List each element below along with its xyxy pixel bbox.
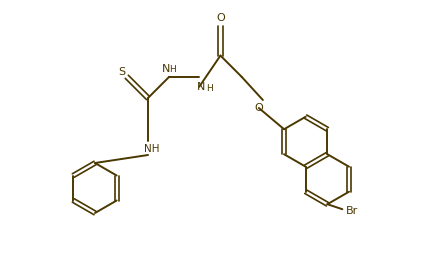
Text: O: O <box>216 13 225 23</box>
Text: Br: Br <box>346 206 359 216</box>
Text: N: N <box>162 64 170 74</box>
Text: N: N <box>197 82 206 92</box>
Text: H: H <box>206 84 212 93</box>
Text: O: O <box>255 103 263 113</box>
Text: NH: NH <box>144 144 160 154</box>
Text: S: S <box>118 67 126 77</box>
Text: H: H <box>169 65 175 74</box>
